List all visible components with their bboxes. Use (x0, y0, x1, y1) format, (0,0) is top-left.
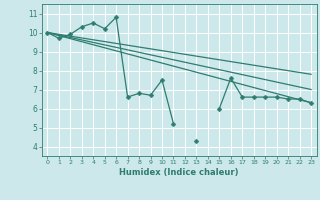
X-axis label: Humidex (Indice chaleur): Humidex (Indice chaleur) (119, 168, 239, 177)
